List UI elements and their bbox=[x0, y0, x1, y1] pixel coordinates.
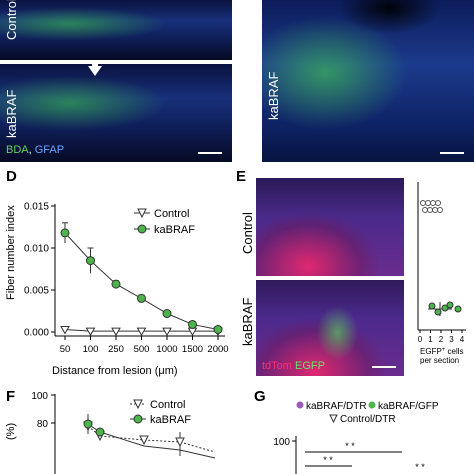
panel-f-ytick-100: 100 bbox=[31, 391, 48, 402]
legend-control-label: Control bbox=[154, 208, 189, 220]
panel-a-stain-legend: BDA, GFAP bbox=[6, 144, 64, 156]
panel-d-point-kabraf bbox=[213, 324, 223, 334]
inset-kabraf-points bbox=[428, 301, 462, 316]
panel-d-point-kabraf bbox=[188, 319, 197, 329]
panel-d-point-control bbox=[111, 327, 121, 337]
lesion-arrow-icon bbox=[88, 66, 102, 76]
inset-xtick-label: 4 bbox=[460, 335, 465, 344]
panel-d-axes bbox=[54, 204, 225, 337]
panel-f-legend-kabraf-marker bbox=[133, 414, 143, 424]
panel-d-point-control bbox=[85, 327, 96, 337]
panel-f-ytick-80: 80 bbox=[37, 419, 49, 430]
panel-f-ylabel: (%) bbox=[5, 423, 17, 440]
panel-d-ytick-label: 0.015 bbox=[24, 202, 49, 213]
panel-d-xtick-label: 100 bbox=[83, 344, 99, 355]
lesion-arrow-stem bbox=[92, 60, 98, 67]
legend-control-dtr-marker bbox=[329, 414, 338, 424]
panel-a-scale-bar bbox=[198, 152, 222, 154]
panel-a-label-control: Control bbox=[4, 0, 19, 40]
stain-gfap: GFAP bbox=[34, 144, 65, 156]
inset-xtick-label: 2 bbox=[439, 335, 444, 344]
svg-text:* *: * * bbox=[323, 455, 333, 465]
stain-tdtomato: tdTom bbox=[262, 360, 292, 372]
legend-kabraf-gfp-marker bbox=[368, 401, 376, 409]
panel-e-control-image bbox=[256, 178, 404, 276]
panel-d-legend: Control kaBRAF bbox=[134, 208, 195, 236]
panel-d-point-control bbox=[162, 327, 172, 337]
inset-xlabel-line2: per section bbox=[420, 356, 459, 365]
panel-d-series-line-kabraf bbox=[64, 232, 219, 330]
panel-d-point-control bbox=[60, 325, 70, 335]
panel-a-kabraf-image bbox=[0, 64, 232, 162]
panel-g-legend: kaBRAF/DTR kaBRAF/GFP Control/DTR bbox=[296, 401, 439, 425]
panel-b-label-kabraf: kaBRAF bbox=[266, 71, 281, 120]
panel-e-label-control: Control bbox=[240, 212, 255, 254]
svg-text:* *: * * bbox=[415, 462, 425, 472]
panel-d-xtick-label: 250 bbox=[108, 344, 124, 355]
panel-e-scale-bar bbox=[372, 366, 396, 368]
inset-control-points bbox=[420, 200, 443, 213]
inset-xlabel-line1: EGFP+ cells bbox=[420, 347, 464, 356]
panel-d-ytick-label: 0.000 bbox=[24, 328, 49, 339]
panel-e-stain-legend: tdTom EGFP bbox=[262, 360, 325, 372]
panel-f-legend-control-marker bbox=[133, 399, 143, 410]
panel-g-significance: * * * * * * bbox=[305, 441, 425, 472]
panel-g-chart: kaBRAF/DTR kaBRAF/GFP Control/DTR 100 * … bbox=[273, 401, 439, 474]
panel-a-control-image bbox=[0, 0, 232, 60]
stain-egfp: EGFP bbox=[295, 360, 325, 372]
legend-kabraf-dtr-label: kaBRAF/DTR bbox=[306, 401, 367, 412]
panel-a-label-kabraf: kaBRAF bbox=[4, 89, 19, 138]
panel-d-point-kabraf bbox=[111, 279, 121, 289]
stain-bda: BDA bbox=[6, 144, 29, 156]
panel-f-chart: 100 80 (%) Control kaBRAF bbox=[5, 391, 216, 474]
panel-d-xtick-label: 1000 bbox=[156, 344, 177, 355]
panel-f-legend-control-label: Control bbox=[150, 399, 185, 411]
panel-e-kabraf-image bbox=[256, 280, 404, 376]
panel-d-xlabel: Distance from lesion (μm) bbox=[52, 365, 178, 377]
panel-d-point-kabraf bbox=[137, 293, 146, 303]
panel-d-xtick-label: 2000 bbox=[207, 344, 228, 355]
panel-d-point-kabraf bbox=[60, 228, 70, 238]
legend-control-marker bbox=[137, 208, 147, 219]
panel-b-kabraf-image bbox=[262, 0, 474, 162]
panel-f-legend: Control kaBRAF bbox=[130, 399, 191, 426]
legend-kabraf-gfp-label: kaBRAF/GFP bbox=[378, 401, 439, 412]
panel-letter-g: G bbox=[254, 388, 266, 405]
panel-d-ylabel: Fiber number index bbox=[5, 205, 17, 300]
inset-xtick-label: 1 bbox=[428, 335, 433, 344]
inset-xtick-label: 0 bbox=[418, 335, 423, 344]
panel-letter-d: D bbox=[6, 168, 17, 185]
panel-letter-f: F bbox=[6, 388, 16, 405]
panel-e-label-kabraf: kaBRAF bbox=[240, 297, 255, 346]
panel-d-xtick-label: 500 bbox=[134, 344, 150, 355]
svg-text:* *: * * bbox=[345, 441, 355, 451]
stain-sep: , bbox=[28, 144, 32, 156]
panel-d-point-kabraf bbox=[162, 309, 172, 319]
panel-letter-e: E bbox=[236, 168, 247, 185]
panel-d-ytick-label: 0.005 bbox=[24, 286, 49, 297]
panel-d-xtick-label: 50 bbox=[60, 344, 71, 355]
legend-kabraf-dtr-marker bbox=[296, 401, 304, 409]
legend-kabraf-label: kaBRAF bbox=[154, 224, 195, 236]
panel-d-point-control bbox=[136, 327, 147, 337]
panel-g-ytick-100: 100 bbox=[273, 437, 290, 448]
panel-b-scale-bar bbox=[440, 152, 464, 154]
panel-d-point-kabraf bbox=[86, 256, 95, 266]
panel-d-chart: 0.000 0.005 0.010 0.015 50 100 250 500 1000 1500… bbox=[5, 202, 229, 378]
inset-xtick-label: 3 bbox=[449, 335, 454, 344]
panel-d-ytick-label: 0.010 bbox=[24, 244, 49, 255]
legend-control-dtr-label: Control/DTR bbox=[340, 414, 396, 425]
legend-kabraf-marker bbox=[137, 224, 147, 234]
panel-d-xtick-label: 1500 bbox=[182, 344, 203, 355]
panel-f-legend-kabraf-label: kaBRAF bbox=[150, 414, 191, 426]
panel-f-series bbox=[83, 414, 216, 459]
